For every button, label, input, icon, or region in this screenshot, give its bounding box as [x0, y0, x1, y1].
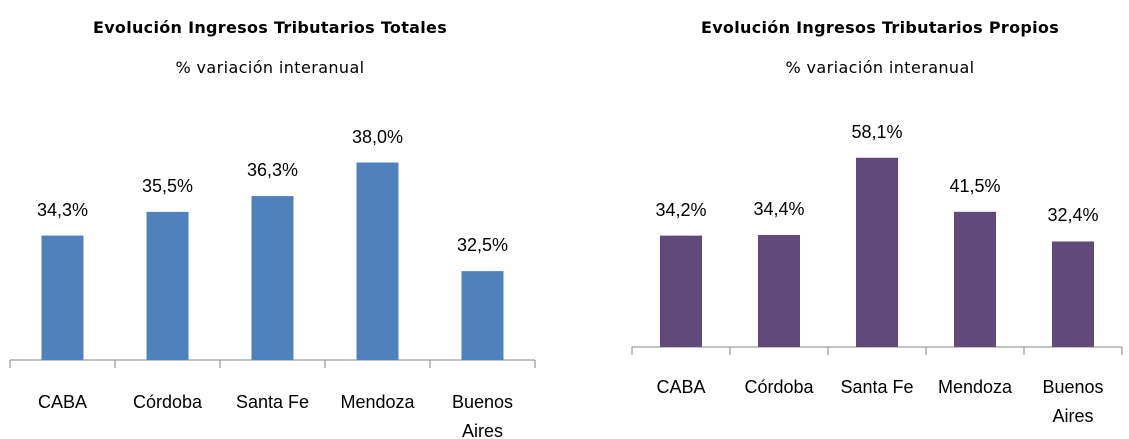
- chart-subtitle: % variación interanual: [785, 58, 975, 77]
- x-tick-label: Córdoba: [744, 377, 814, 397]
- x-tick-label: Santa Fe: [235, 392, 310, 412]
- value-label: 34,4%: [753, 198, 805, 219]
- x-tick-label: Buenos Aires: [451, 392, 514, 439]
- bar: [856, 157, 898, 347]
- bar: [660, 235, 702, 347]
- value-label: 32,4%: [1047, 205, 1099, 226]
- value-label: 58,1%: [851, 121, 903, 142]
- bar: [954, 211, 996, 347]
- chart-subtitle: % variación interanual: [175, 58, 365, 77]
- bar: [461, 271, 504, 360]
- bar: [251, 196, 294, 360]
- x-tick-label: Córdoba: [132, 392, 203, 412]
- bar: [1052, 241, 1094, 347]
- x-tick-label: CABA: [37, 392, 88, 412]
- bar: [356, 162, 399, 360]
- x-tick-label: Mendoza: [937, 377, 1013, 397]
- bar: [758, 234, 800, 347]
- x-tick-label: Santa Fe: [840, 377, 914, 397]
- value-label: 34,2%: [655, 199, 707, 220]
- value-label: 41,5%: [949, 175, 1001, 196]
- value-label: 35,5%: [141, 175, 194, 196]
- x-tick-label: Mendoza: [340, 392, 415, 412]
- value-label: 36,3%: [246, 160, 299, 181]
- bar: [146, 211, 189, 360]
- chart-title: Evolución Ingresos Tributarios Totales: [92, 18, 448, 37]
- value-label: 38,0%: [351, 126, 404, 147]
- value-label: 34,3%: [36, 199, 89, 220]
- chart-title: Evolución Ingresos Tributarios Propios: [700, 18, 1060, 37]
- x-tick-label: Buenos Aires: [1042, 377, 1104, 426]
- x-tick-label: CABA: [656, 377, 706, 397]
- bar: [41, 235, 84, 360]
- value-label: 32,5%: [456, 235, 509, 256]
